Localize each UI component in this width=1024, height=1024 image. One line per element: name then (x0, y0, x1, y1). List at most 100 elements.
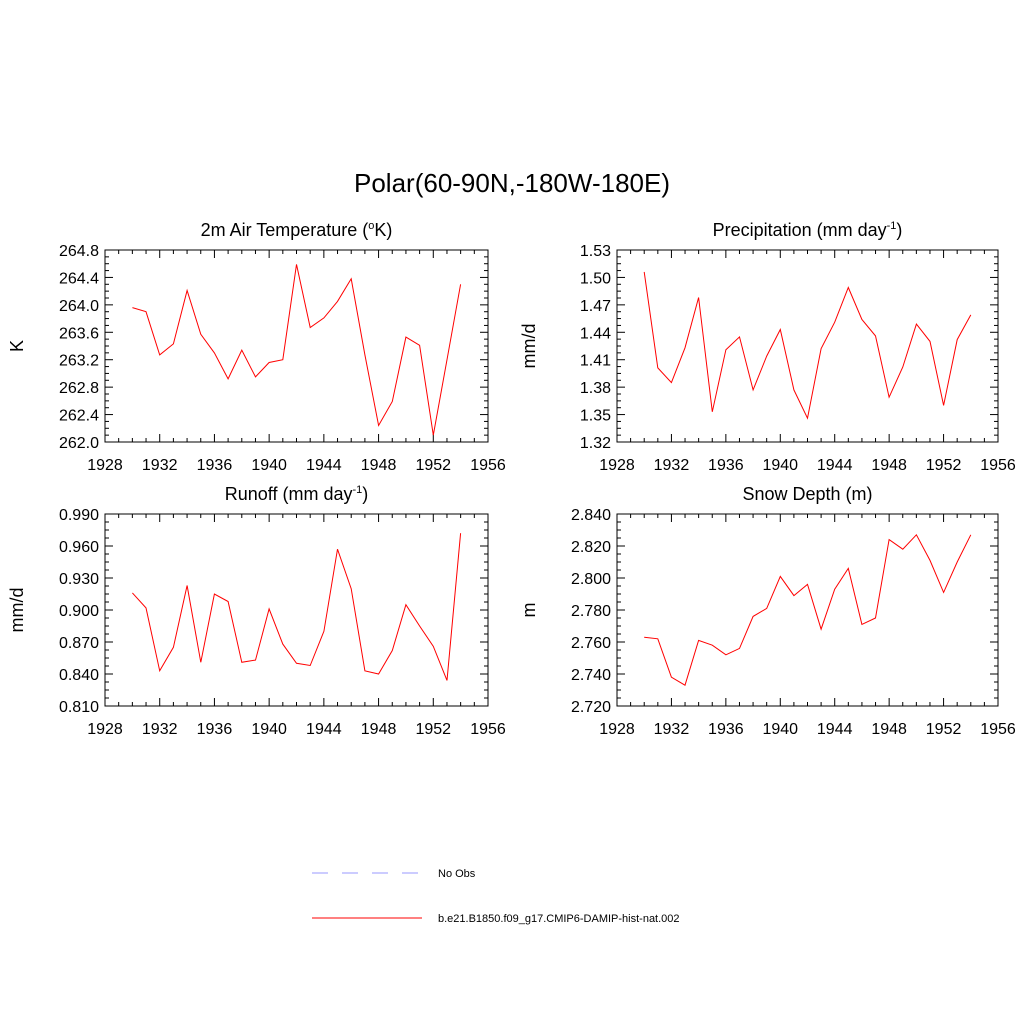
y-tick-label: 262.4 (59, 408, 99, 425)
x-tick-label: 1936 (197, 457, 233, 474)
legend-label: No Obs (438, 868, 476, 880)
x-tick-label: 1928 (87, 457, 123, 474)
x-tick-label: 1936 (197, 721, 233, 738)
x-tick-label: 1940 (251, 721, 287, 738)
y-tick-label: 1.44 (580, 325, 611, 342)
x-tick-label: 1940 (251, 457, 287, 474)
panel-title-superscript: o (368, 220, 374, 232)
y-tick-label: 1.41 (580, 353, 611, 370)
panel-title-superscript: -1 (887, 220, 897, 232)
x-tick-label: 1944 (306, 457, 342, 474)
x-tick-label: 1948 (871, 457, 907, 474)
y-axis-label: m (519, 603, 539, 618)
panel-title-main: Precipitation (mm day (713, 220, 887, 240)
x-tick-label: 1952 (926, 457, 962, 474)
y-tick-label: 2.780 (571, 603, 611, 620)
x-tick-label: 1928 (599, 721, 635, 738)
legend: No Obs b.e21.B1850.f09_g17.CMIP6-DAMIP-hi… (312, 868, 680, 925)
y-tick-label: 2.840 (571, 507, 611, 524)
y-tick-label: 0.810 (59, 699, 99, 716)
y-tick-label: 262.0 (59, 435, 99, 452)
x-tick-label: 1952 (415, 457, 451, 474)
y-tick-label: 1.35 (580, 408, 611, 425)
x-tick-label: 1940 (762, 721, 798, 738)
y-tick-label: 1.32 (580, 435, 611, 452)
panel-title: Precipitation (mm day-1) (713, 220, 903, 240)
y-axis-label: mm/d (7, 588, 27, 633)
x-tick-label: 1948 (361, 457, 397, 474)
panel-title: Snow Depth (m) (742, 484, 872, 504)
x-tick-label: 1956 (470, 721, 506, 738)
y-tick-label: 0.840 (59, 667, 99, 684)
x-tick-label: 1932 (654, 457, 690, 474)
y-tick-label: 2.760 (571, 635, 611, 652)
y-tick-label: 263.6 (59, 325, 99, 342)
x-tick-label: 1936 (708, 457, 744, 474)
x-tick-label: 1948 (361, 721, 397, 738)
legend-entry-1: No Obs (312, 868, 476, 880)
panel-4: 1928 1932 1936 1940 1944 1948 1952 1956 2.720 2.7… (519, 484, 1016, 738)
panel-title-after: K) (374, 220, 392, 240)
series-line-1 (132, 533, 462, 681)
x-tick-label: 1944 (306, 721, 342, 738)
x-tick-label: 1944 (817, 721, 853, 738)
x-tick-label: 1940 (762, 457, 798, 474)
x-tick-label: 1932 (654, 721, 690, 738)
y-tick-label: 1.38 (580, 380, 611, 397)
y-tick-label: 0.900 (59, 603, 99, 620)
x-tick-label: 1956 (980, 457, 1016, 474)
y-tick-label: 1.53 (580, 243, 611, 260)
series-line-1 (644, 533, 972, 686)
series-line-1 (643, 271, 972, 420)
legend-entry-2: b.e21.B1850.f09_g17.CMIP6-DAMIP-hist-nat… (312, 913, 680, 925)
panel-title-main: 2m Air Temperature ( (201, 220, 369, 240)
x-tick-label: 1956 (470, 457, 506, 474)
panel-title: Runoff (mm day-1) (225, 484, 369, 504)
plot-frame (104, 513, 489, 707)
y-tick-label: 2.740 (571, 667, 611, 684)
x-tick-label: 1956 (980, 721, 1016, 738)
x-tick-label: 1928 (599, 457, 635, 474)
panel-3: 1928 1932 1936 1940 1944 1948 1952 1956 0.810 0.8… (7, 484, 506, 738)
figure-title: Polar(60-90N,-180W-180E) (354, 168, 670, 198)
y-tick-label: 264.8 (59, 243, 99, 260)
y-tick-label: 2.820 (571, 539, 611, 556)
y-tick-label: 263.2 (59, 353, 99, 370)
panel-title-main: Runoff (mm day (225, 484, 353, 504)
x-tick-label: 1928 (87, 721, 123, 738)
y-tick-label: 2.720 (571, 699, 611, 716)
x-tick-label: 1932 (142, 721, 178, 738)
y-tick-label: 0.990 (59, 507, 99, 524)
x-tick-label: 1936 (708, 721, 744, 738)
y-tick-label: 0.930 (59, 571, 99, 588)
y-tick-label: 1.50 (580, 270, 611, 287)
panel-1: 1928 1932 1936 1940 1944 1948 1952 1956 262.0 262… (7, 220, 506, 474)
panel-title-after: ) (362, 484, 368, 504)
y-tick-label: 1.47 (580, 298, 611, 315)
plot-frame (616, 513, 999, 707)
y-tick-label: 2.800 (571, 571, 611, 588)
y-tick-label: 264.4 (59, 270, 99, 287)
y-tick-label: 0.960 (59, 539, 99, 556)
y-tick-label: 262.8 (59, 380, 99, 397)
y-axis-label: K (7, 340, 27, 352)
plot-frame (616, 249, 999, 443)
panel-title-superscript: -1 (352, 484, 362, 496)
y-axis-label: mm/d (519, 324, 539, 369)
panel-2: 1928 1932 1936 1940 1944 1948 1952 1956 1.32 1.35… (519, 220, 1016, 474)
plot-frame (104, 249, 489, 443)
x-tick-label: 1948 (871, 721, 907, 738)
y-tick-label: 0.870 (59, 635, 99, 652)
panel-title-main: Snow Depth (m) (742, 484, 872, 504)
panel-title-after: ) (896, 220, 902, 240)
x-tick-label: 1944 (817, 457, 853, 474)
x-tick-label: 1932 (142, 457, 178, 474)
series-line-1 (132, 264, 462, 436)
legend-label: b.e21.B1850.f09_g17.CMIP6-DAMIP-hist-nat… (438, 913, 680, 925)
x-tick-label: 1952 (415, 721, 451, 738)
y-tick-label: 264.0 (59, 298, 99, 315)
panel-title: 2m Air Temperature (oK) (201, 220, 393, 240)
x-tick-label: 1952 (926, 721, 962, 738)
